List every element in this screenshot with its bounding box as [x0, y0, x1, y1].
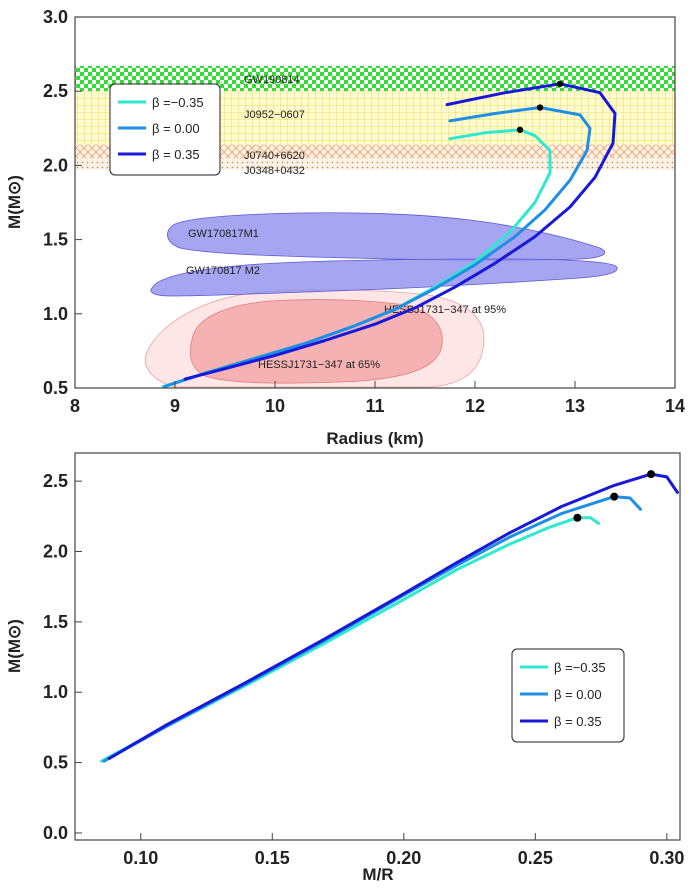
bottom-curves: [99, 470, 679, 763]
label-hess-65: HESSJ1731−347 at 65%: [258, 359, 380, 371]
top-band-labels: GW190814 J0952−0607 J0740+6620 J0348+043…: [186, 74, 506, 371]
bottom-x-axis-label: M/R: [362, 865, 393, 884]
top-y-tick-label: 0.5: [43, 378, 68, 398]
bottom-x-tick-label: 0.30: [649, 848, 684, 868]
top-y-axis-label: M(M⊙): [5, 175, 24, 229]
top-legend-label-0: β =−0.35: [152, 95, 204, 110]
top-y-tick-label: 2.0: [43, 155, 68, 175]
region-gw170817-m2: [150, 258, 618, 297]
top-series-line-1: [163, 106, 592, 388]
label-j0740: J0740+6620: [244, 150, 305, 162]
bottom-y-tick-label: 2.0: [43, 542, 68, 562]
top-x-tick-label: 13: [565, 396, 585, 416]
top-x-tick-label: 14: [665, 396, 685, 416]
top-legend-label-1: β = 0.00: [152, 121, 200, 136]
label-gw190814: GW190814: [244, 74, 300, 86]
bottom-x-tick-label: 0.25: [518, 848, 553, 868]
top-y-tick-label: 1.5: [43, 230, 68, 250]
top-legend: β =−0.35 β = 0.00 β = 0.35: [109, 83, 221, 176]
top-legend-label-2: β = 0.35: [152, 147, 200, 162]
label-gw170817-m2: GW170817 M2: [186, 265, 260, 277]
bottom-max-mass-point-2: [647, 470, 656, 479]
bottom-y-axis-label: M(M⊙): [5, 619, 24, 673]
top-y-tick-label: 1.0: [43, 304, 68, 324]
bottom-legend-label-2: β = 0.35: [554, 714, 602, 729]
band-j0348: [75, 157, 675, 170]
top-y-tick-label: 3.0: [43, 7, 68, 27]
bottom-y-tick-label: 2.5: [43, 471, 68, 491]
region-gw170817-m1: [167, 212, 606, 261]
bottom-x-tick-label: 0.10: [123, 848, 158, 868]
bottom-legend-box: [511, 648, 625, 743]
top-x-axis-label: Radius (km): [326, 429, 423, 448]
label-j0952: J0952−0607: [244, 109, 305, 121]
top-panel: GW190814 J0952−0607 J0740+6620 J0348+043…: [5, 7, 685, 448]
bottom-y-tick-label: 1.0: [43, 682, 68, 702]
top-x-tick-label: 11: [365, 396, 384, 416]
top-x-tick-label: 12: [465, 396, 485, 416]
bottom-axes-frame: [74, 452, 681, 841]
bottom-legend-label-0: β =−0.35: [554, 660, 606, 675]
label-gw170817-m1: GW170817M1: [188, 228, 259, 240]
bottom-max-mass-point-0: [573, 513, 582, 522]
top-max-mass-point-0: [516, 126, 524, 133]
top-series-line-2: [183, 82, 617, 381]
top-ticks: 8 9 10 11 12 13 14 0.5 1.0 1.5 2.0 2.5 3.0: [43, 7, 685, 416]
bottom-x-tick-label: 0.20: [386, 848, 421, 868]
bottom-y-tick-label: 0.0: [43, 823, 68, 843]
bottom-legend-label-1: β = 0.00: [554, 687, 602, 702]
bottom-ticks: 0.10 0.15 0.20 0.25 0.30 0.0 0.5 1.0 1.5 2.0 2.5: [43, 471, 684, 868]
top-max-mass-point-1: [536, 104, 544, 111]
bottom-legend: β =−0.35 β = 0.00 β = 0.35: [511, 648, 625, 743]
top-x-tick-label: 8: [70, 396, 80, 416]
top-max-mass-point-2: [556, 80, 564, 87]
top-y-tick-label: 2.5: [43, 81, 68, 101]
top-curves: [161, 80, 617, 388]
bottom-max-mass-point-1: [610, 492, 619, 501]
top-x-tick-label: 9: [170, 396, 180, 416]
label-j0348: J0348+0432: [244, 165, 305, 177]
bottom-y-tick-label: 0.5: [43, 753, 68, 773]
bottom-panel: 0.10 0.15 0.20 0.25 0.30 0.0 0.5 1.0 1.5 2.0 2.5 β…: [5, 452, 684, 884]
top-legend-box: [109, 83, 221, 176]
bottom-x-tick-label: 0.15: [255, 848, 290, 868]
top-x-tick-label: 10: [265, 396, 285, 416]
bottom-y-tick-label: 1.5: [43, 612, 68, 632]
